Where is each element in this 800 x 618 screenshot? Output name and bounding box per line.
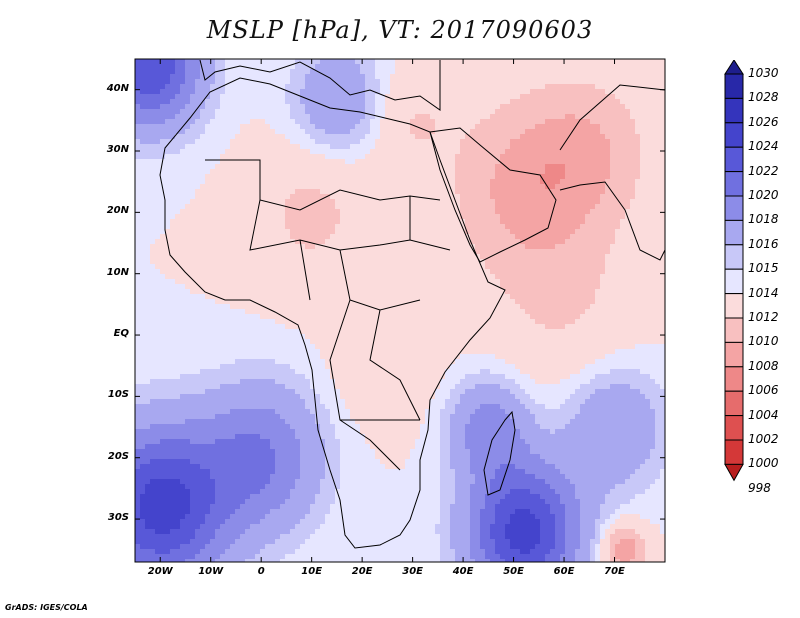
lon-tick-label: 10W	[198, 566, 224, 577]
lon-tick-label: 70E	[604, 566, 625, 577]
colorbar-box	[724, 122, 744, 148]
colorbar-level-label: 998	[748, 480, 771, 495]
colorbar-level-label: 1018	[748, 212, 779, 227]
colorbar-level-label: 1006	[748, 383, 779, 398]
colorbar-box	[724, 293, 744, 319]
colorbar-box	[724, 317, 744, 343]
colorbar-box	[724, 195, 744, 221]
colorbar-box	[724, 268, 744, 295]
lon-tick-label: 20E	[351, 566, 373, 577]
colorbar-box	[724, 390, 744, 417]
colorbar-level-label: 1004	[748, 407, 779, 422]
lat-tick-label: 10S	[107, 389, 129, 401]
colorbar-box	[724, 341, 744, 368]
lat-tick-label: 30N	[106, 144, 129, 155]
colorbar-level-label: 1002	[748, 432, 779, 446]
colorbar-top-arrow	[724, 60, 744, 75]
grads-credit: GrADS: IGES/COLA	[5, 603, 88, 612]
colorbar-level-label: 1016	[748, 236, 779, 251]
lon-tick-label: 0	[257, 566, 265, 577]
colorbar-level-label: 1030	[748, 66, 779, 80]
pressure-field-layer	[135, 59, 665, 562]
colorbar-box	[724, 439, 744, 465]
india-coastline	[559, 84, 665, 261]
colorbar-box	[724, 366, 744, 392]
colorbar-box	[724, 73, 744, 99]
colorbar-box	[724, 244, 744, 270]
colorbar-level-label: 1022	[748, 163, 779, 178]
lon-tick-label: 30E	[402, 566, 423, 577]
colorbar-level-label: 1012	[748, 310, 779, 324]
africa-coastline	[159, 77, 506, 549]
coastline-layer	[159, 59, 665, 549]
lat-tick-label: 20N	[106, 205, 129, 217]
lat-tick-label: 10N	[106, 266, 129, 278]
colorbar-level-label: 1026	[748, 114, 779, 129]
colorbar-box	[724, 146, 744, 173]
europe-coastline	[199, 59, 441, 111]
map-title: MSLP [hPa], VT: 2017090603	[206, 16, 594, 44]
colorbar	[724, 60, 744, 482]
arabia-coastline	[429, 127, 557, 263]
lat-tick-label: 30S	[107, 512, 129, 524]
lon-tick-label: 40E	[452, 566, 474, 577]
lon-tick-label: 10E	[301, 566, 323, 577]
colorbar-level-label: 1010	[748, 334, 779, 349]
madagascar-coastline	[483, 410, 516, 496]
colorbar-box	[724, 97, 744, 124]
colorbar-level-label: 1008	[748, 358, 779, 373]
colorbar-level-label: 1000	[748, 456, 779, 471]
colorbar-box	[724, 219, 744, 246]
lat-tick-label: EQ	[113, 328, 129, 340]
colorbar-level-label: 1024	[748, 139, 779, 154]
country-borders	[205, 159, 451, 471]
lon-tick-label: 20W	[147, 566, 173, 577]
lon-tick-label: 50E	[503, 566, 524, 577]
lat-tick-label: 40N	[106, 82, 129, 94]
colorbar-box	[724, 171, 744, 197]
colorbar-box	[724, 415, 744, 441]
lon-tick-label: 60E	[553, 566, 575, 577]
lat-tick-label: 20S	[107, 450, 129, 462]
colorbar-level-label: 1014	[748, 285, 779, 300]
colorbar-bottom-arrow	[724, 463, 744, 482]
colorbar-level-label: 1020	[748, 188, 779, 202]
colorbar-level-label: 1028	[748, 90, 779, 105]
colorbar-level-label: 1015	[748, 261, 779, 276]
